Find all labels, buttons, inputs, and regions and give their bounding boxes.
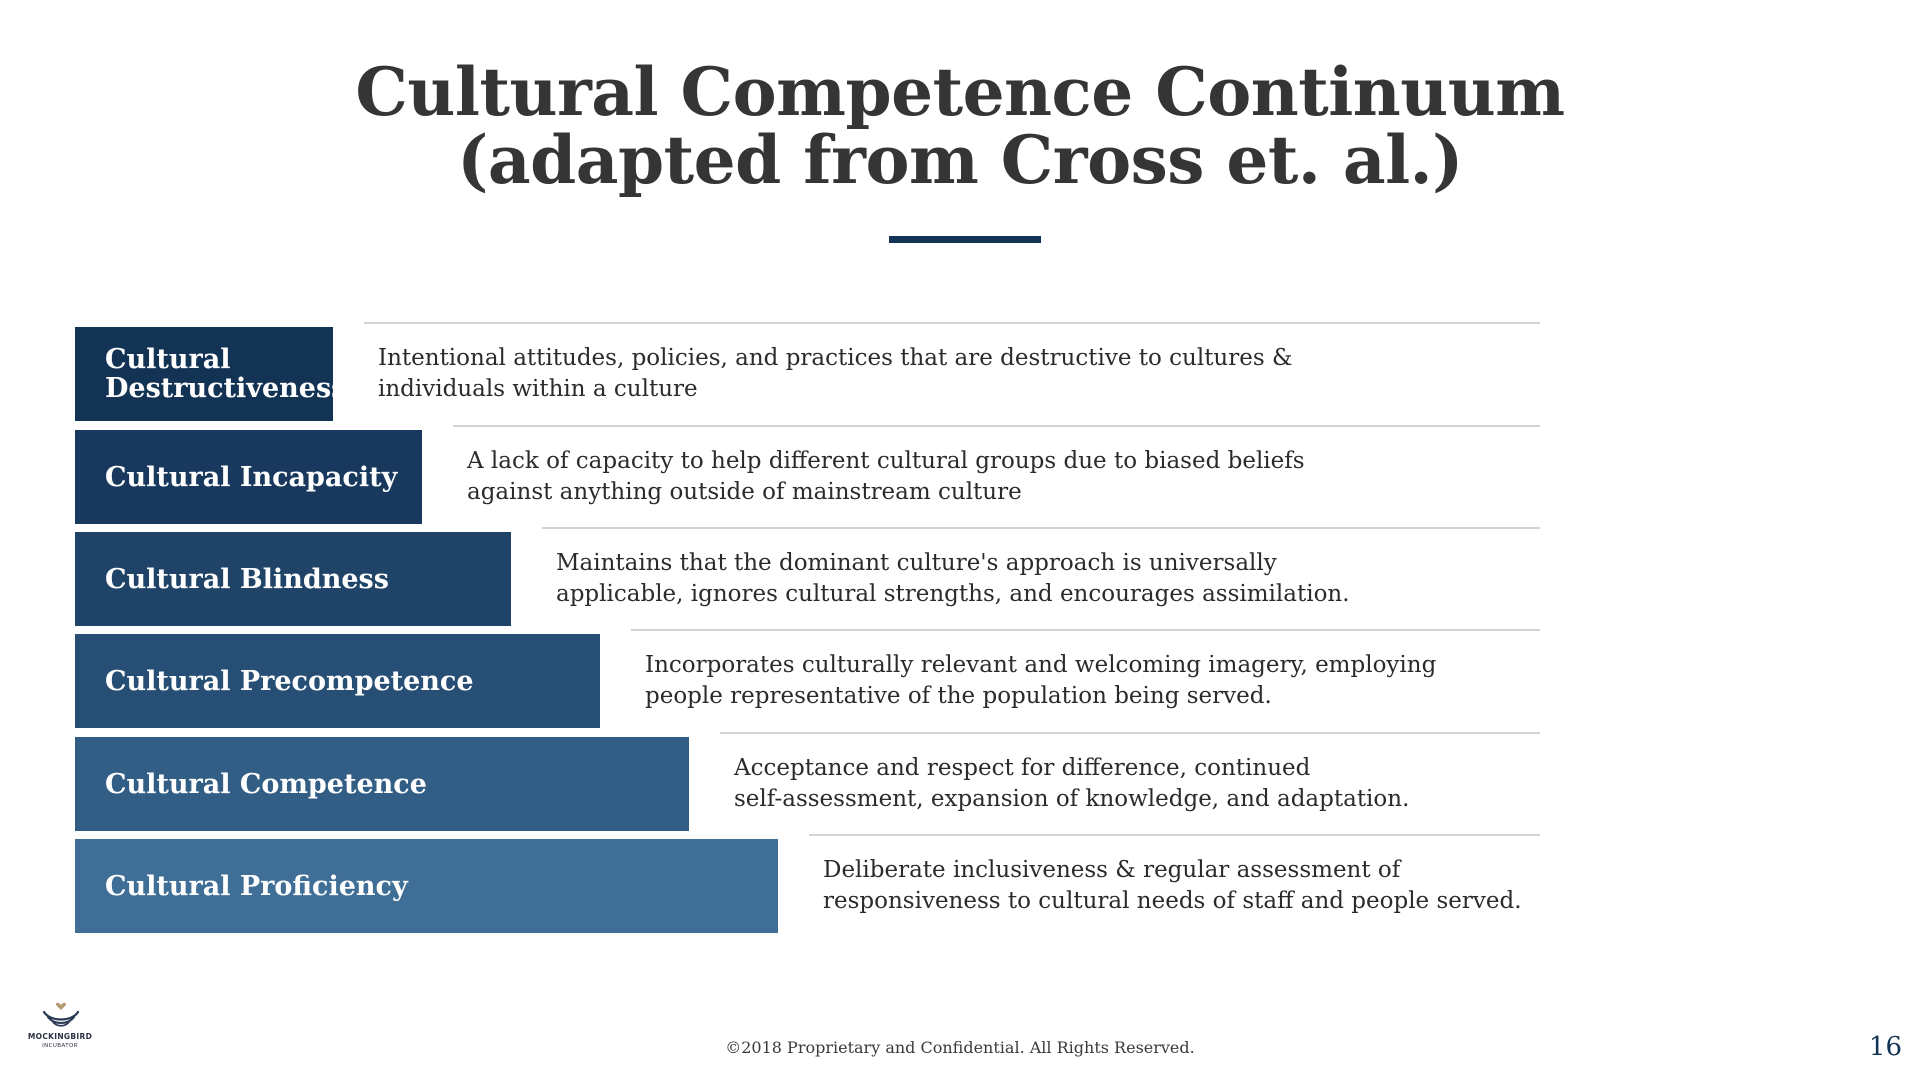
step-label: Cultural Precompetence [105, 665, 474, 697]
step-description-line: individuals within a culture [378, 376, 698, 402]
step-description-cultural-proficiency: Deliberate inclusiveness & regular asses… [823, 855, 1522, 917]
step-divider [453, 425, 1540, 427]
slide-title-line-1: Cultural Competence Continuum [355, 53, 1565, 131]
title-underline [889, 236, 1041, 243]
step-description-line: Maintains that the dominant culture's ap… [556, 550, 1277, 576]
step-bar-cultural-precompetence: Cultural Precompetence [75, 634, 600, 728]
step-label: Cultural Competence [105, 768, 427, 800]
step-description-line: responsiveness to cultural needs of staf… [823, 888, 1522, 914]
logo-subtext: INCUBATOR [42, 1043, 78, 1049]
step-bar-cultural-proficiency: Cultural Proficiency [75, 839, 778, 933]
step-description-cultural-incapacity: A lack of capacity to help different cul… [467, 446, 1305, 508]
step-divider [720, 732, 1540, 734]
step-divider [364, 322, 1540, 324]
page-number: 16 [1868, 1032, 1902, 1062]
step-description-line: Incorporates culturally relevant and wel… [645, 652, 1437, 678]
step-label: Cultural Proficiency [105, 870, 408, 902]
step-label-line: Cultural [105, 344, 231, 375]
step-label-line: Destructiveness [105, 373, 347, 404]
bird-nest-icon [42, 1002, 80, 1027]
step-description-line: Intentional attitudes, policies, and pra… [378, 345, 1293, 371]
step-label: Cultural Incapacity [105, 461, 398, 493]
step-divider [631, 629, 1540, 631]
slide-title: Cultural Competence Continuum (adapted f… [0, 58, 1920, 194]
copyright-footer: ©2018 Proprietary and Confidential. All … [725, 1038, 1195, 1057]
step-bar-cultural-incapacity: Cultural Incapacity [75, 430, 422, 524]
step-bar-cultural-destructiveness: Cultural Destructiveness [75, 327, 346, 421]
mockingbird-logo: MOCKINGBIRD INCUBATOR [22, 996, 98, 1056]
step-description-line: people representative of the population … [645, 683, 1272, 709]
step-divider [542, 527, 1540, 529]
step-description-cultural-blindness: Maintains that the dominant culture's ap… [556, 548, 1350, 610]
step-label: Cultural Blindness [105, 563, 389, 595]
step-description-line: Deliberate inclusiveness & regular asses… [823, 857, 1401, 883]
step-bar-cultural-competence: Cultural Competence [75, 737, 689, 831]
step-divider [809, 834, 1540, 836]
step-description-line: Acceptance and respect for difference, c… [734, 755, 1311, 781]
step-description-line: applicable, ignores cultural strengths, … [556, 581, 1350, 607]
step-description-cultural-competence: Acceptance and respect for difference, c… [734, 753, 1409, 815]
step-description-line: against anything outside of mainstream c… [467, 479, 1022, 505]
slide-title-line-2: (adapted from Cross et. al.) [457, 121, 1463, 199]
step-description-line: A lack of capacity to help different cul… [467, 448, 1305, 474]
logo-wordmark: MOCKINGBIRD [27, 1032, 93, 1041]
step-description-line: self-assessment, expansion of knowledge,… [734, 786, 1410, 812]
step-description-cultural-destructiveness: Intentional attitudes, policies, and pra… [378, 343, 1292, 405]
step-description-cultural-precompetence: Incorporates culturally relevant and wel… [645, 650, 1436, 712]
step-bar-cultural-blindness: Cultural Blindness [75, 532, 511, 626]
